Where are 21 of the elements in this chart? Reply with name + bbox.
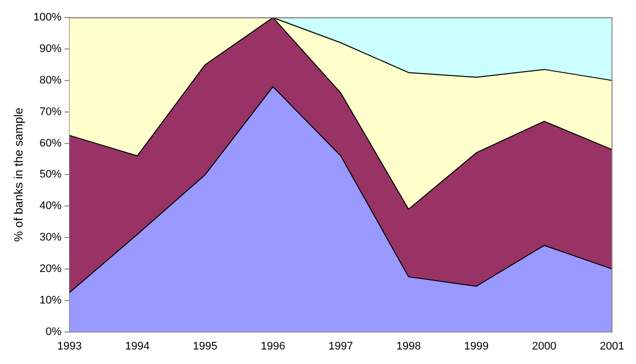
y-tick-label: 20%: [40, 262, 62, 275]
y-tick-label: 90%: [40, 43, 62, 56]
x-tick-label: 1993: [57, 340, 82, 352]
x-tick-label: 1998: [396, 340, 421, 352]
y-tick-label: 0%: [46, 326, 62, 338]
y-axis-title: % of banks in the sample: [12, 107, 26, 242]
x-tick-label: 2001: [600, 340, 624, 352]
y-tick-label: 60%: [40, 137, 62, 150]
x-tick-label: 1996: [260, 340, 286, 352]
x-tick-label: 1999: [464, 340, 489, 352]
y-tick-label: 100%: [33, 12, 62, 24]
y-tick-label: 40%: [40, 200, 62, 212]
y-tick-label: 30%: [40, 232, 62, 244]
x-tick-label: 1997: [328, 340, 354, 352]
x-tick-label: 2000: [532, 340, 556, 352]
y-tick-label: 80%: [40, 74, 62, 86]
y-tick-label: 70%: [40, 106, 62, 118]
y-tick-label: 10%: [40, 294, 62, 306]
y-tick-label: 50%: [40, 168, 62, 181]
x-tick-label: 1994: [125, 340, 150, 352]
x-tick-label: 1995: [192, 340, 218, 352]
